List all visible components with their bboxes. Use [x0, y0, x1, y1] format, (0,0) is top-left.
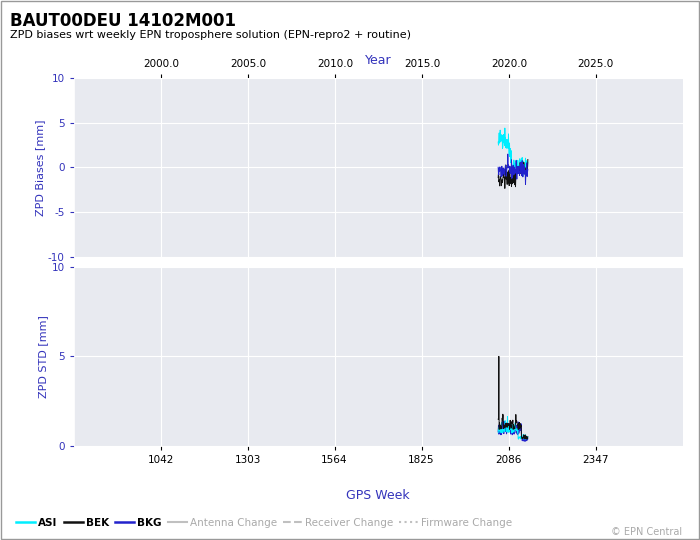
Text: Year: Year: [365, 55, 391, 68]
Text: GPS Week: GPS Week: [346, 489, 410, 502]
Legend: ASI, BEK, BKG, Antenna Change, Receiver Change, Firmware Change: ASI, BEK, BKG, Antenna Change, Receiver …: [12, 514, 517, 532]
Text: ZPD biases wrt weekly EPN troposphere solution (EPN-repro2 + routine): ZPD biases wrt weekly EPN troposphere so…: [10, 30, 411, 40]
Text: BAUT00DEU 14102M001: BAUT00DEU 14102M001: [10, 12, 236, 30]
Y-axis label: ZPD STD [mm]: ZPD STD [mm]: [38, 315, 48, 398]
Text: © EPN Central: © EPN Central: [611, 527, 682, 537]
Y-axis label: ZPD Biases [mm]: ZPD Biases [mm]: [35, 119, 45, 215]
